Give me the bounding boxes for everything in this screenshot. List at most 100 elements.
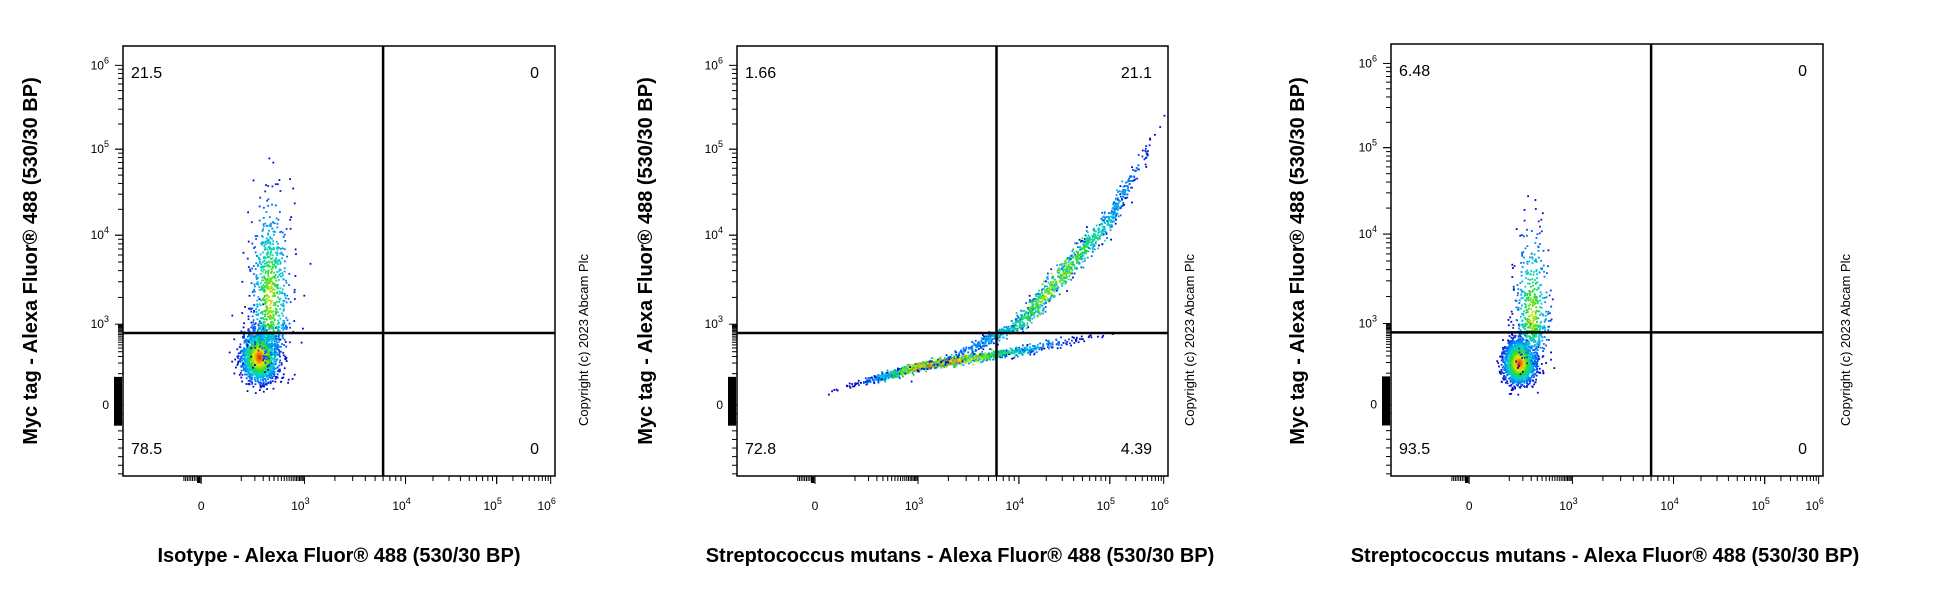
data-point (1046, 275, 1049, 278)
data-point (266, 330, 269, 333)
data-point (1015, 319, 1018, 322)
data-point (260, 339, 262, 341)
data-point (1029, 308, 1031, 310)
data-point (886, 369, 889, 372)
data-point (1065, 343, 1068, 346)
data-point (886, 371, 889, 374)
data-point (1016, 329, 1019, 332)
data-point (1119, 195, 1122, 198)
data-point (1070, 278, 1073, 281)
data-point (243, 354, 246, 357)
data-point (1017, 316, 1020, 319)
data-point (289, 218, 292, 221)
data-point (1065, 261, 1067, 264)
data-point (916, 369, 919, 372)
data-point (976, 360, 979, 363)
data-point (273, 338, 275, 341)
data-point (900, 368, 903, 370)
data-point (1097, 234, 1099, 237)
data-point (1115, 194, 1118, 196)
data-point (277, 276, 279, 278)
data-point (274, 352, 277, 354)
data-point (268, 355, 271, 358)
data-point (254, 364, 256, 366)
data-point (263, 288, 266, 291)
data-point (1074, 338, 1077, 341)
data-point (260, 367, 263, 369)
data-point (274, 304, 277, 307)
data-point (281, 247, 284, 250)
data-point (269, 225, 272, 228)
data-point (1011, 357, 1013, 360)
data-point (261, 276, 264, 279)
data-point (273, 292, 276, 294)
data-point (1056, 269, 1059, 272)
data-point (959, 351, 962, 353)
data-point (1006, 329, 1009, 332)
data-point (258, 205, 261, 208)
data-point (249, 365, 251, 368)
data-point (927, 361, 930, 363)
data-point (967, 359, 969, 362)
data-point (896, 372, 898, 375)
data-point (1068, 275, 1071, 277)
data-point (1020, 327, 1022, 330)
data-point (262, 225, 265, 228)
data-point (966, 356, 969, 358)
data-point (1047, 292, 1050, 295)
data-point (981, 354, 984, 357)
data-point (1041, 283, 1044, 286)
data-point (932, 362, 935, 365)
data-point (282, 376, 285, 379)
data-point (979, 358, 981, 360)
data-point (1098, 224, 1101, 226)
data-point (270, 310, 272, 313)
data-point (252, 355, 255, 357)
data-point (247, 335, 250, 338)
data-point (263, 333, 265, 336)
data-point (983, 343, 986, 346)
data-point (1007, 350, 1010, 352)
data-point (1055, 284, 1058, 286)
data-point (261, 313, 264, 315)
data-point (951, 361, 954, 364)
data-point (987, 356, 990, 359)
data-point (1088, 239, 1090, 242)
data-point (264, 340, 267, 343)
data-point (897, 367, 899, 370)
data-point (265, 297, 268, 300)
data-point (257, 370, 259, 372)
data-point (1115, 208, 1118, 210)
data-point (1141, 149, 1144, 152)
data-point (1031, 305, 1034, 308)
data-point (1027, 317, 1030, 320)
data-point (1024, 312, 1027, 315)
data-point (1085, 241, 1088, 244)
data-point (1006, 334, 1008, 337)
data-point (1093, 230, 1096, 233)
data-point (833, 389, 836, 391)
data-point (1001, 352, 1004, 355)
data-point (880, 376, 883, 378)
data-point (257, 343, 259, 346)
data-point (266, 346, 268, 348)
data-point (945, 358, 948, 360)
data-point (1013, 349, 1016, 352)
data-point (239, 358, 241, 361)
data-point (1034, 293, 1037, 296)
data-point (244, 364, 246, 367)
data-point (1107, 221, 1109, 224)
data-point (891, 376, 893, 378)
data-point (999, 333, 1002, 336)
data-point (274, 251, 277, 254)
data-point (263, 256, 266, 259)
data-point (1089, 334, 1092, 337)
data-point (1050, 288, 1053, 291)
data-point (273, 222, 276, 225)
data-point (1036, 311, 1039, 313)
data-point (1088, 335, 1091, 338)
data-point (920, 363, 923, 366)
data-point (1071, 272, 1073, 275)
data-point (241, 280, 244, 283)
data-point (964, 360, 966, 362)
